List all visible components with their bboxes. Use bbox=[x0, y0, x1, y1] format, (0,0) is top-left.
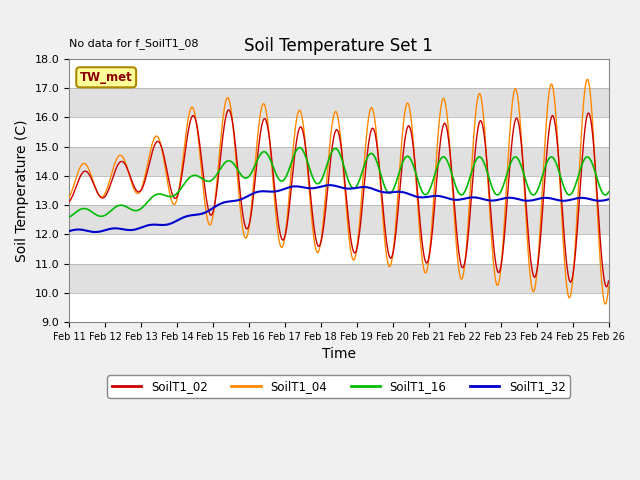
Bar bbox=[69, 205, 609, 234]
Text: TW_met: TW_met bbox=[80, 71, 132, 84]
Bar bbox=[69, 88, 609, 118]
Bar bbox=[69, 59, 609, 88]
Bar bbox=[69, 176, 609, 205]
Text: No data for f_SoilT1_08: No data for f_SoilT1_08 bbox=[69, 38, 198, 49]
Bar bbox=[69, 118, 609, 147]
Bar bbox=[69, 234, 609, 264]
Bar bbox=[69, 147, 609, 176]
Legend: SoilT1_02, SoilT1_04, SoilT1_16, SoilT1_32: SoilT1_02, SoilT1_04, SoilT1_16, SoilT1_… bbox=[107, 375, 570, 398]
Title: Soil Temperature Set 1: Soil Temperature Set 1 bbox=[244, 36, 433, 55]
Bar bbox=[69, 264, 609, 293]
Bar bbox=[69, 293, 609, 322]
Y-axis label: Soil Temperature (C): Soil Temperature (C) bbox=[15, 120, 29, 262]
X-axis label: Time: Time bbox=[322, 348, 356, 361]
